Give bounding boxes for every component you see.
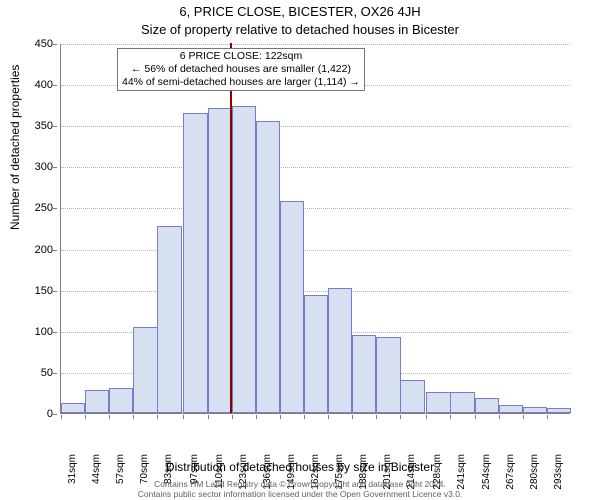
x-tick <box>450 415 451 419</box>
x-tick <box>499 415 500 419</box>
histogram-bar <box>400 380 424 413</box>
y-tick <box>53 167 57 168</box>
marker-line <box>230 43 232 413</box>
histogram-bar <box>109 388 133 413</box>
x-tick <box>400 415 401 419</box>
x-tick <box>157 415 158 419</box>
annotation-box: 6 PRICE CLOSE: 122sqm ← 56% of detached … <box>117 48 365 91</box>
gridline <box>61 208 570 209</box>
histogram-bar <box>304 295 328 413</box>
annotation-line-3: 44% of semi-detached houses are larger (… <box>122 76 360 89</box>
x-tick <box>208 415 209 419</box>
y-tick <box>53 44 57 45</box>
histogram-bar <box>280 201 304 413</box>
histogram-bar <box>157 226 181 413</box>
y-tick <box>53 332 57 333</box>
x-tick <box>426 415 427 419</box>
x-tick <box>280 415 281 419</box>
histogram-bar <box>85 390 109 413</box>
histogram-bar <box>183 113 207 413</box>
y-tick-label: 300 <box>23 162 53 173</box>
y-tick <box>53 414 57 415</box>
y-tick-label: 100 <box>23 327 53 338</box>
x-tick <box>547 415 548 419</box>
histogram-bar <box>523 407 547 413</box>
gridline <box>61 167 570 168</box>
x-tick <box>523 415 524 419</box>
x-tick <box>256 415 257 419</box>
y-tick <box>53 250 57 251</box>
y-tick-label: 250 <box>23 203 53 214</box>
x-tick <box>304 415 305 419</box>
gridline <box>61 291 570 292</box>
y-tick <box>53 126 57 127</box>
y-tick-label: 150 <box>23 286 53 297</box>
y-tick-label: 0 <box>23 409 53 420</box>
x-tick <box>133 415 134 419</box>
x-tick <box>328 415 329 419</box>
x-tick <box>183 415 184 419</box>
y-tick-label: 200 <box>23 245 53 256</box>
footer-line-2: Contains public sector information licen… <box>0 490 600 500</box>
histogram-bar <box>475 398 499 413</box>
histogram-bar <box>232 106 256 413</box>
histogram-bar <box>61 403 85 413</box>
footer-attribution: Contains HM Land Registry data © Crown c… <box>0 480 600 500</box>
x-tick <box>85 415 86 419</box>
chart-subtitle: Size of property relative to detached ho… <box>0 22 600 37</box>
gridline <box>61 126 570 127</box>
plot-area: 6 PRICE CLOSE: 122sqm ← 56% of detached … <box>60 44 570 414</box>
histogram-bar <box>208 108 232 413</box>
gridline <box>61 44 570 45</box>
x-tick <box>352 415 353 419</box>
annotation-line-2: ← 56% of detached houses are smaller (1,… <box>122 63 360 76</box>
histogram-chart: 6, PRICE CLOSE, BICESTER, OX26 4JH Size … <box>0 0 600 500</box>
histogram-bar <box>352 335 376 413</box>
histogram-bar <box>450 392 474 413</box>
y-tick-label: 350 <box>23 121 53 132</box>
annotation-line-1: 6 PRICE CLOSE: 122sqm <box>122 50 360 63</box>
histogram-bar <box>376 337 400 413</box>
y-axis-label: Number of detached properties <box>8 65 22 230</box>
x-tick <box>232 415 233 419</box>
y-tick-label: 400 <box>23 80 53 91</box>
x-axis-label: Distribution of detached houses by size … <box>0 460 600 474</box>
x-tick <box>61 415 62 419</box>
x-tick <box>376 415 377 419</box>
y-tick <box>53 291 57 292</box>
y-tick-label: 450 <box>23 39 53 50</box>
y-tick <box>53 373 57 374</box>
y-tick-label: 50 <box>23 368 53 379</box>
histogram-bar <box>328 288 352 413</box>
y-tick <box>53 208 57 209</box>
histogram-bar <box>133 327 157 413</box>
gridline <box>61 250 570 251</box>
chart-title: 6, PRICE CLOSE, BICESTER, OX26 4JH <box>0 4 600 19</box>
x-tick <box>109 415 110 419</box>
y-tick <box>53 85 57 86</box>
x-tick <box>475 415 476 419</box>
histogram-bar <box>499 405 523 413</box>
histogram-bar <box>547 408 571 413</box>
histogram-bar <box>256 121 280 413</box>
histogram-bar <box>426 392 450 413</box>
